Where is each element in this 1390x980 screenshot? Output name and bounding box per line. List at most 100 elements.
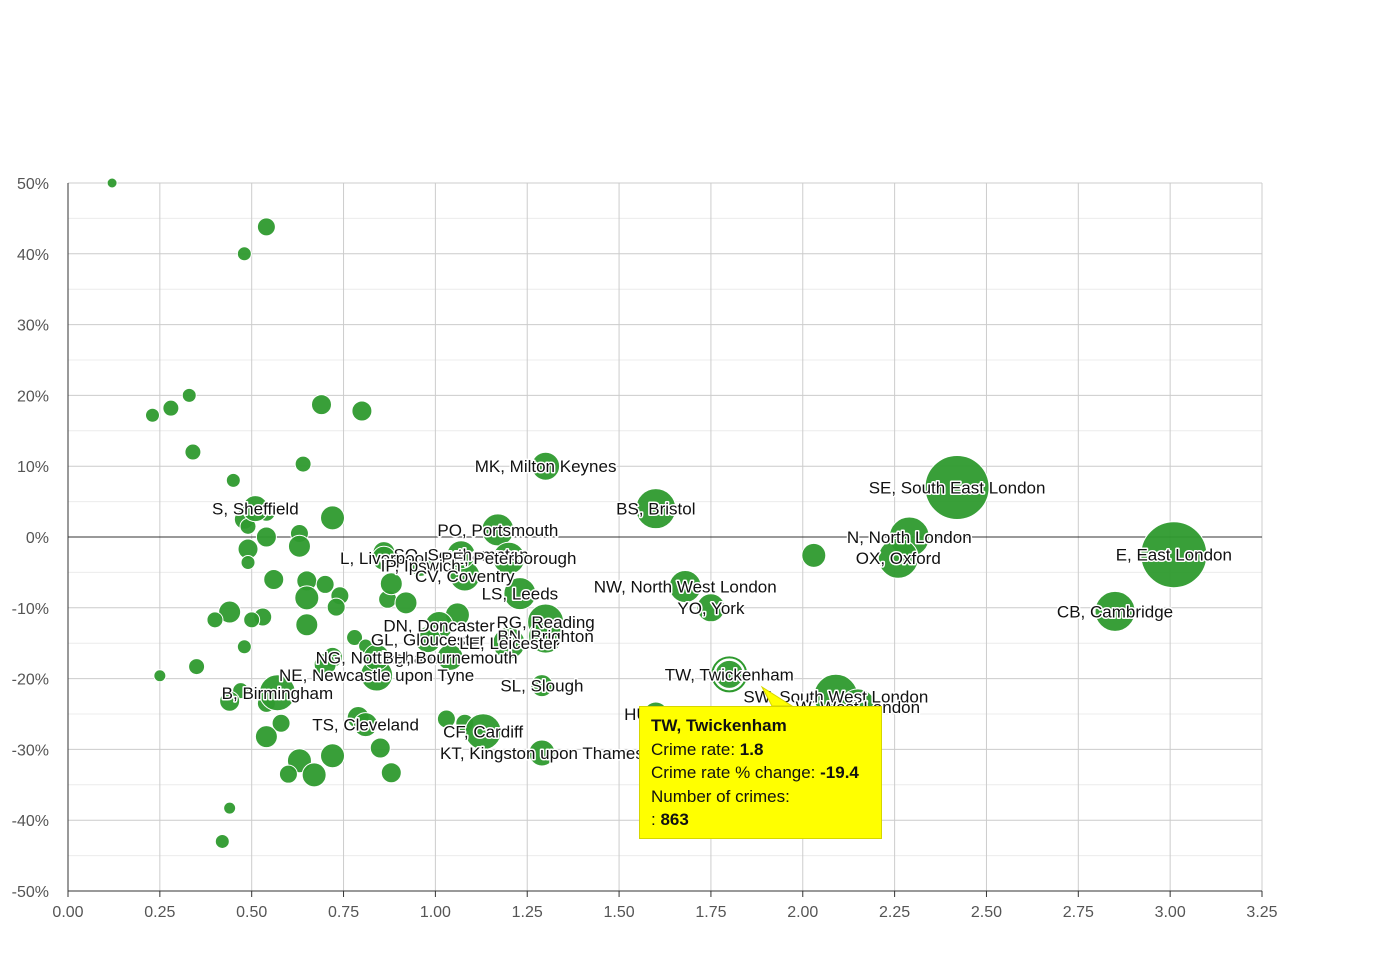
bubble: [301, 762, 327, 788]
bubble: [287, 534, 311, 558]
bubble-label: TW, Twickenham: [665, 665, 794, 684]
x-tick-label: 0.00: [52, 904, 83, 921]
bubble: [236, 246, 252, 262]
bubble: [214, 833, 230, 849]
tooltip: TW, Twickenham Crime rate: 1.8 Crime rat…: [639, 706, 882, 839]
bubble-label: BS, Bristol: [616, 500, 695, 519]
y-tick-label: -20%: [12, 672, 49, 689]
bubble-label: CB, Cambridge: [1057, 602, 1173, 621]
label-layer: MK, Milton Keynes SE, South East London BS…: [211, 456, 1234, 765]
bubble-label: NG, Nottingham: [316, 648, 438, 667]
bubble-label: CF, Cardiff: [443, 723, 523, 742]
y-tick-label: 30%: [17, 318, 49, 335]
bubble-label: IP, Ipswich: [381, 556, 461, 575]
y-tick-label: -30%: [12, 742, 49, 759]
bubble: [492, 541, 526, 575]
x-tick-label: 1.75: [695, 904, 726, 921]
x-tick-label: 2.25: [879, 904, 910, 921]
tooltip-change-label: Crime rate % change:: [651, 763, 821, 782]
bubble: [184, 443, 202, 461]
bubble-label: PO, Portsmouth: [437, 521, 558, 540]
bubble-label: E, East London: [1116, 546, 1232, 565]
bubble-label: KT, Kingston upon Thames: [440, 744, 644, 763]
bubble: [1140, 521, 1208, 589]
y-tick-label: 40%: [17, 247, 49, 264]
bubble-label: SL, Slough: [500, 677, 583, 696]
bubble: [394, 591, 418, 615]
bubble: [315, 574, 335, 594]
tooltip-change-value: -19.4: [820, 763, 859, 782]
bubble: [363, 643, 391, 671]
bubble: [153, 669, 167, 683]
tooltip-title-row: TW, Twickenham: [651, 714, 870, 738]
bubble-label: NW, North West London: [594, 578, 777, 597]
bubble: [144, 407, 160, 423]
bubble: [294, 455, 312, 473]
bubble: [635, 488, 677, 530]
bubble: [258, 674, 296, 712]
tooltip-count-label: Number of crimes:: [651, 786, 790, 806]
bubble: [223, 801, 237, 815]
bubble-label: TS, Cleveland: [312, 716, 419, 735]
bubble: [492, 626, 526, 660]
bubble-label: YO, York: [677, 599, 745, 618]
bubble: [379, 572, 403, 596]
tooltip-title: TW, Twickenham: [651, 716, 787, 735]
bubble: [294, 585, 320, 611]
x-tick-label: 3.25: [1246, 904, 1277, 921]
bubble-highlight-ring: [711, 656, 748, 693]
bubble-label: N, North London: [847, 528, 972, 547]
bubble: [295, 613, 319, 637]
bubble: [188, 658, 206, 676]
bubble: [225, 472, 241, 488]
x-tick-label: 2.75: [1063, 904, 1094, 921]
bubble-label: MK, Milton Keynes: [475, 457, 617, 476]
x-tick-label: 2.00: [787, 904, 818, 921]
bubble-label: GL, Gloucester: [371, 631, 486, 650]
bubble-label: BH, Bournemouth: [383, 648, 518, 667]
y-tick-label: 0%: [26, 530, 49, 547]
bubble: [320, 505, 346, 531]
tooltip-count-row: Number of crimes:: [651, 785, 870, 809]
bubble: [181, 387, 197, 403]
bubble: [714, 659, 744, 689]
y-tick-label: -40%: [12, 813, 49, 830]
bubble: [254, 725, 278, 749]
bubble: [271, 713, 291, 733]
bubble-label: L, Liverpool: [340, 549, 428, 568]
bubble: [353, 712, 379, 738]
axis-layer: 0.00 0.25 0.50 0.75 1.00 1.25 1.50 1.75 2.00 2.25…: [12, 176, 1278, 921]
x-tick-label: 3.00: [1155, 904, 1186, 921]
bubble: [446, 540, 476, 570]
bubble: [531, 451, 561, 481]
bubble-label: OX, Oxford: [856, 549, 941, 568]
tooltip-count-prefix: :: [651, 810, 661, 829]
bubble: [243, 611, 261, 629]
bubble: [206, 611, 224, 629]
y-tick-label: 20%: [17, 388, 49, 405]
tooltip-change-row: Crime rate % change: -19.4: [651, 761, 870, 785]
bubble: [436, 709, 456, 729]
bubble: [369, 737, 391, 759]
bubble: [240, 554, 256, 570]
tooltip-rate-value: 1.8: [739, 739, 764, 759]
bubble: [696, 593, 726, 623]
bubble: [162, 399, 180, 417]
tooltip-count-value: 863: [660, 810, 689, 829]
bubble: [218, 600, 242, 624]
bubble: [236, 639, 252, 655]
x-tick-label: 1.50: [604, 904, 635, 921]
bubble: [263, 568, 285, 590]
bubble-label: S, Sheffield: [212, 500, 299, 519]
x-tick-label: 1.00: [420, 904, 451, 921]
bubble-label: LE, Leicester: [459, 634, 559, 653]
bubble-label: LS, Leeds: [482, 585, 559, 604]
bubble: [380, 762, 402, 784]
tooltip-count-value-row: : 863: [651, 808, 870, 832]
tooltip-rate-row: Crime rate: 1.8: [651, 738, 870, 762]
bubble: [877, 537, 919, 579]
x-tick-label: 0.50: [236, 904, 267, 921]
bubble: [255, 526, 277, 548]
bubble: [351, 400, 373, 422]
